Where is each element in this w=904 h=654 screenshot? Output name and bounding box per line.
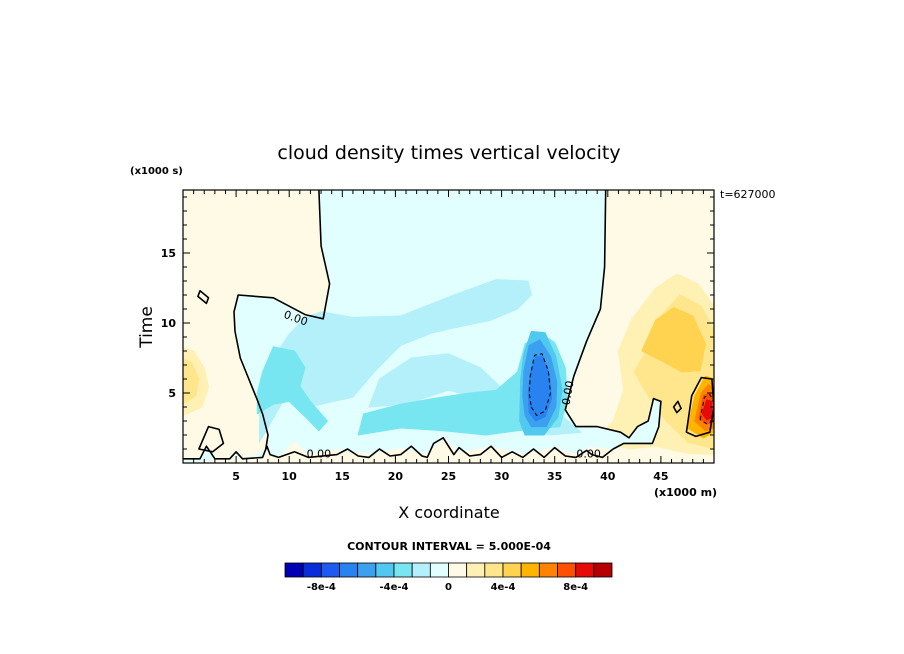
x-tick-label: 15 [335,470,350,483]
colorbar-swatch [538,562,558,578]
chart-title: cloud density times vertical velocity [277,142,620,164]
x-tick-label: 10 [282,470,298,483]
y-unit-label: (x1000 s) [130,166,183,177]
x-tick-label: 35 [547,470,562,483]
y-axis-title: Time [137,306,157,349]
colorbar-labels: -8e-4 -4e-4 0 4e-4 8e-4 [307,582,588,593]
colorbar-swatch [393,562,413,578]
contour-fill-region [259,279,532,443]
negative-contour-line [699,393,714,425]
zero-contour-line [197,289,210,305]
x-tick-label: 25 [441,470,456,483]
x-tick-label: 30 [494,470,510,483]
colorbar-tick-label: -4e-4 [380,582,409,593]
colorbar-swatch [357,562,377,578]
colorbar-swatch [466,562,486,578]
zero-contour-line [183,436,614,460]
x-tick-label: 20 [388,470,404,483]
colorbar-swatch [520,562,540,578]
colorbar-swatch [448,562,468,578]
zero-contour-line [672,400,682,414]
colorbar-swatch [375,562,395,578]
negative-contour-line [528,353,551,416]
contour-value-label: 0.00 [576,448,601,461]
x-axis-title: X coordinate [398,503,499,522]
colorbar-swatch [320,562,340,578]
colorbar-swatch [339,562,359,578]
zero-contour-line [564,190,662,450]
colorbar-swatch [575,562,595,578]
colorbar-swatch [429,562,449,578]
x-tick-label: 5 [232,470,240,483]
x-tick-label: 40 [600,470,616,483]
y-tick-label: 15 [161,247,176,260]
contour-fill-region [701,399,713,421]
colorbar-swatch [593,562,613,578]
zero-contour-line [233,190,331,450]
colorbar-swatch [484,562,504,578]
contour-value-label: 0.00 [307,448,332,461]
y-tick-label: 5 [168,387,176,400]
colorbar-swatch [411,562,431,578]
x-tick-label: 45 [653,470,668,483]
time-annotation: t=627000 [720,188,776,201]
colorbar-tick-label: 0 [445,582,452,593]
colorbar [284,562,613,578]
y-tick-label: 10 [161,317,177,330]
contour-fill-region [256,346,328,432]
contour-value-label: 0.00 [559,380,576,406]
colorbar-swatch [284,562,304,578]
contour-fill-region [641,307,706,373]
colorbar-tick-label: 4e-4 [491,582,516,593]
colorbar-swatch [502,562,522,578]
colorbar-swatch [557,562,577,578]
colorbar-tick-label: 8e-4 [563,582,588,593]
x-unit-label: (x1000 m) [654,486,717,499]
zero-contour-line [198,425,225,453]
colorbar-tick-label: -8e-4 [307,582,336,593]
contour-interval-label: CONTOUR INTERVAL = 5.000E-04 [347,540,551,553]
colorbar-swatch [302,562,322,578]
